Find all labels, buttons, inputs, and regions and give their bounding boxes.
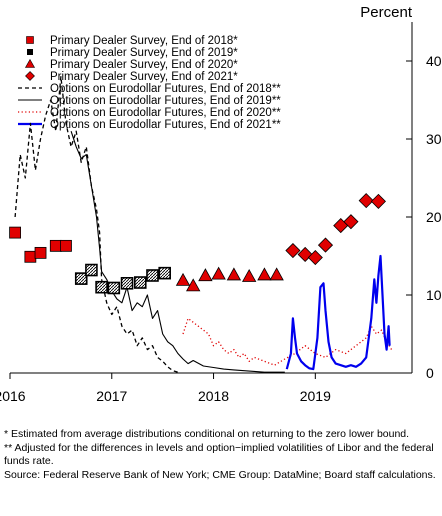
survey-point-3-5 — [226, 267, 242, 281]
legend-label-4: Primary Dealer Survey, End of 2021* — [50, 71, 238, 83]
survey-point-2-1 — [74, 272, 88, 285]
survey-point-1-5 — [60, 239, 72, 252]
y-tick-label-1: 10 — [426, 287, 442, 303]
legend-label-7: Options on Eurodollar Futures, End of 20… — [50, 107, 281, 119]
legend-symbol-4 — [25, 71, 35, 81]
x-tick-label-2: 2018 — [198, 388, 229, 404]
survey-point-2-5 — [120, 276, 134, 290]
unit-label: Percent — [360, 4, 413, 21]
legend-label-3: Primary Dealer Survey, End of 2020* — [50, 59, 238, 71]
x-tick-label-0: 2016 — [0, 388, 26, 404]
survey-point-4-7 — [358, 193, 374, 209]
chart: Percent Primary Dealer Survey, End of 20… — [0, 4, 442, 404]
legend-label-2: Primary Dealer Survey, End of 2019* — [50, 47, 238, 59]
y-tick-label-4: 40 — [426, 53, 442, 69]
options-lines — [14, 75, 393, 373]
options-line-3 — [182, 317, 393, 366]
legend: Primary Dealer Survey, End of 2018*Prima… — [18, 35, 281, 131]
y-tick-label-0: 0 — [426, 365, 434, 381]
survey-markers — [9, 193, 386, 295]
options-line-1 — [14, 75, 179, 373]
legend-symbol-1 — [26, 36, 34, 44]
legend-label-8: Options on Eurodollar Futures, End of 20… — [50, 119, 281, 131]
legend-label-1: Primary Dealer Survey, End of 2018* — [50, 35, 238, 47]
survey-point-3-2 — [186, 278, 201, 292]
y-tick-label-3: 30 — [426, 131, 442, 147]
options-line-2 — [70, 131, 285, 373]
survey-point-1-4 — [49, 239, 62, 252]
survey-point-1-3 — [34, 246, 47, 259]
survey-point-3-7 — [257, 267, 272, 281]
survey-point-2-4 — [107, 281, 121, 295]
survey-point-4-6 — [343, 214, 359, 230]
options-line-4 — [285, 254, 391, 371]
source-note: Source: Federal Reserve Bank of New York… — [4, 468, 436, 481]
survey-point-3-8 — [269, 267, 284, 281]
axes: 0 10 20 30 40 2016 2017 2018 2019 — [0, 22, 442, 404]
survey-point-2-8 — [158, 266, 171, 280]
survey-point-3-3 — [198, 268, 213, 282]
survey-point-4-8 — [370, 193, 386, 209]
survey-point-4-4 — [317, 237, 334, 253]
x-tick-label-3: 2019 — [300, 388, 331, 404]
footnotes: * Estimated from average distributions c… — [4, 428, 436, 482]
survey-point-3-6 — [241, 268, 257, 282]
survey-point-4-3 — [307, 249, 323, 266]
survey-point-4-1 — [285, 242, 301, 259]
survey-point-2-6 — [133, 276, 147, 289]
footnote-1: * Estimated from average distributions c… — [4, 428, 410, 440]
survey-point-2-3 — [95, 280, 108, 294]
legend-symbol-3 — [24, 58, 36, 68]
survey-point-3-4 — [211, 266, 226, 280]
survey-point-3-1 — [175, 272, 191, 286]
x-tick-label-1: 2017 — [96, 388, 127, 404]
footnote-2: ** Adjusted for the differences in level… — [4, 441, 434, 468]
survey-point-2-7 — [146, 269, 159, 282]
survey-point-2-2 — [85, 263, 98, 277]
legend-label-5: Options on Eurodollar Futures, End of 20… — [50, 83, 281, 95]
legend-symbol-2 — [27, 49, 33, 55]
survey-point-1-1 — [9, 226, 21, 239]
legend-label-6: Options on Eurodollar Futures, End of 20… — [50, 95, 281, 107]
y-tick-label-2: 20 — [426, 209, 442, 225]
survey-point-1-2 — [24, 250, 37, 263]
